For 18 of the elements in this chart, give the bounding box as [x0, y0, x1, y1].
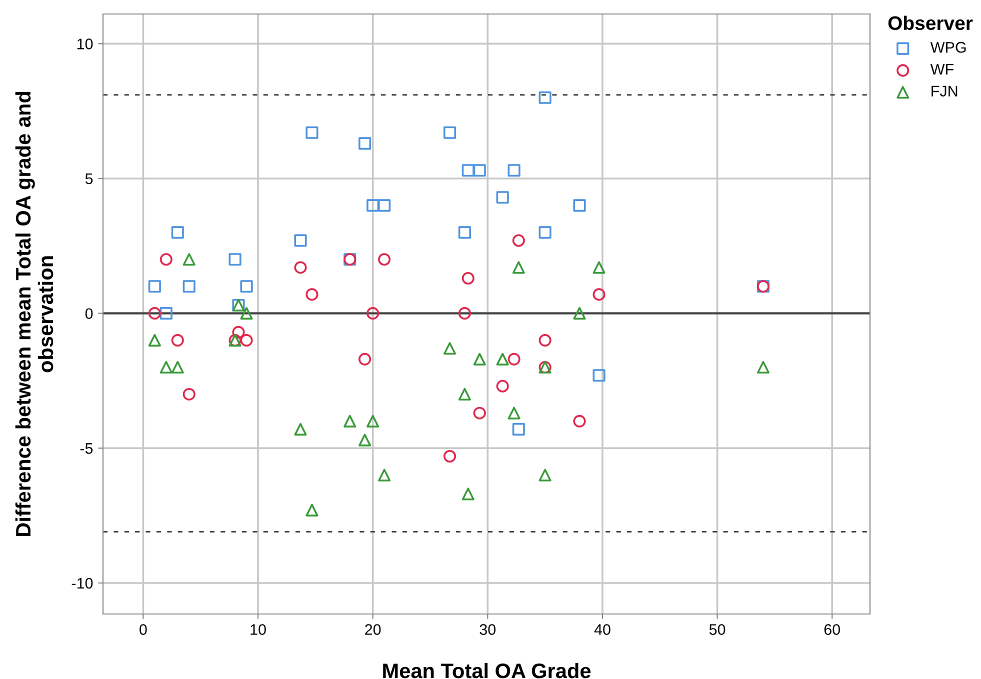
x-tick-label: 40: [594, 624, 610, 635]
x-tick-label: 10: [250, 624, 266, 635]
y-tick-label: 10: [77, 38, 93, 50]
x-tick-label: 0: [140, 624, 147, 635]
x-tick-label: 20: [365, 624, 381, 635]
legend-label: FJN: [932, 86, 958, 96]
y-tick-label: -5: [80, 443, 93, 454]
legend-label: WF: [930, 64, 954, 74]
x-tick-label: 60: [824, 624, 840, 635]
x-tick-label: 50: [709, 624, 726, 635]
y-tick-label: -10: [72, 578, 93, 589]
y-axis-title: Difference between mean Total OA grade and observation: [15, 92, 54, 536]
x-tick-label: 30: [480, 624, 496, 635]
legend-label: WPG: [930, 42, 966, 53]
x-axis-title: Mean Total OA Grade: [383, 662, 591, 678]
legend-title: Observer: [888, 16, 973, 30]
y-tick-label: 5: [85, 174, 93, 184]
y-tick-label: 0: [85, 308, 93, 320]
